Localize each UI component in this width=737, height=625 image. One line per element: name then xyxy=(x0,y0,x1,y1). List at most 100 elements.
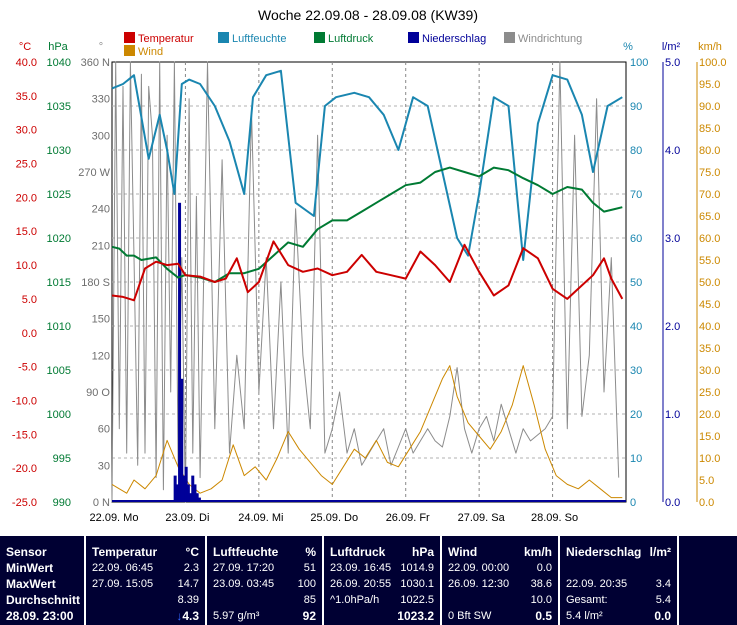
x-axis-labels: 22.09. Mo 23.09. Di 24.09. Mi 25.09. Do 26.0… xyxy=(90,512,579,524)
press-min-value: 1014.9 xyxy=(400,562,434,574)
tick-label-dir: 270 W xyxy=(78,167,110,179)
wind-column: Wind km/h 22.09. 00:00 0.0 26.09. 12:30 38.… xyxy=(442,536,560,625)
tick-label-hum: 0 xyxy=(630,497,636,509)
tick-label-hum: 20 xyxy=(630,409,642,421)
x-tick-label: 24.09. Mi xyxy=(238,512,283,524)
tick-label-press: 1010 xyxy=(47,321,71,333)
x-tick-label: 23.09. Di xyxy=(165,512,209,524)
tick-label-temp: 30.0 xyxy=(16,125,37,137)
tick-label-rain: 1.0 xyxy=(665,409,680,421)
legend-label-wind: Wind xyxy=(138,46,163,58)
humidity-column: Luftfeuchte% 27.09. 17:20 51 23.09. 03:45… xyxy=(207,536,324,625)
tick-label-press: 1020 xyxy=(47,233,71,245)
temp-min-value: 2.3 xyxy=(183,562,199,574)
hum-avg-value: 85 xyxy=(303,594,316,606)
tick-label-dir: 120 xyxy=(92,350,110,362)
rain-max-time: 22.09. 20:35 xyxy=(566,578,628,590)
hum-max-value: 100 xyxy=(297,578,316,590)
legend-swatch-luftdruck xyxy=(314,32,325,43)
tick-label-rain: 4.0 xyxy=(665,145,680,157)
tick-label-temp: 35.0 xyxy=(16,91,37,103)
tick-label-temp: -15.0 xyxy=(12,429,37,441)
x-tick-label: 25.09. Do xyxy=(310,512,358,524)
tick-label-wind: 5.0 xyxy=(699,475,714,487)
tick-label-wind: 20.0 xyxy=(699,409,720,421)
tick-label-dir: 300 xyxy=(92,130,110,142)
series-line-wind xyxy=(111,365,623,499)
tick-label-temp: -5.0 xyxy=(18,362,37,374)
rain-title: Niederschlag xyxy=(566,545,642,559)
legend-label-luftdruck: Luftdruck xyxy=(328,33,374,45)
pressure-column: Luftdruck hPa 23.09. 16:45 1014.9 26.09. 2… xyxy=(324,536,442,625)
x-tick-label: 28.09. So xyxy=(531,512,578,524)
wind-unit: km/h xyxy=(523,545,552,559)
weather-chart: Woche 22.09.08 - 28.09.08 (KW39) Tempera… xyxy=(12,7,727,524)
rain-bar xyxy=(173,475,177,502)
humidity-unit: % xyxy=(305,545,316,559)
wind-beaufort: 0 Bft SW xyxy=(448,610,492,622)
tick-label-dir: 60 xyxy=(98,424,110,436)
tick-label-wind: 90.0 xyxy=(699,101,720,113)
legend-label-windrichtung: Windrichtung xyxy=(518,33,582,45)
temp-min-time: 22.09. 06:45 xyxy=(92,562,154,574)
plot-area xyxy=(111,61,626,503)
tick-label-wind: 70.0 xyxy=(699,189,720,201)
tick-label-temp: 10.0 xyxy=(16,260,37,272)
pressure-title: Luftdruck xyxy=(330,545,386,559)
legend-swatch-wind xyxy=(124,45,135,56)
legend: Temperatur Wind Luftfeuchte Luftdruck Ni… xyxy=(124,32,582,58)
wind-title: Wind xyxy=(448,545,478,559)
series-line-windrichtung xyxy=(111,61,620,503)
tick-label-rain: 3.0 xyxy=(665,233,680,245)
rain-bar xyxy=(186,484,190,502)
wind-min-value: 0.0 xyxy=(536,562,552,574)
series-line-luftdruck xyxy=(111,166,623,283)
hum-max-time: 23.09. 03:45 xyxy=(213,578,275,590)
tick-label-press: 1035 xyxy=(47,101,71,113)
tick-label-temp: 20.0 xyxy=(16,192,37,204)
tick-label-hum: 70 xyxy=(630,189,642,201)
tick-label-dir: 0 N xyxy=(93,497,110,509)
press-max-value: 1030.1 xyxy=(400,578,434,590)
rain-unit: l/m² xyxy=(649,545,671,559)
sensor-column: Sensor MinWert MaxWert Durchschnitt 28.0… xyxy=(0,536,86,625)
temp-trend-arrow-icon: ↓ xyxy=(176,609,183,623)
tick-label-rain: 5.0 xyxy=(665,57,680,69)
unit-press: hPa xyxy=(48,41,68,53)
tick-label-dir: 360 N xyxy=(81,57,110,69)
tick-label-wind: 45.0 xyxy=(699,299,720,311)
tick-label-hum: 100 xyxy=(630,57,648,69)
maxwert-label: MaxWert xyxy=(6,577,56,591)
current-time: 28.09. 23:00 xyxy=(6,609,74,623)
temperature-unit: °C xyxy=(185,545,199,559)
tick-label-temp: 5.0 xyxy=(22,294,37,306)
legend-label-niederschlag: Niederschlag xyxy=(422,33,486,45)
chart-title: Woche 22.09.08 - 28.09.08 (KW39) xyxy=(258,7,478,23)
tick-label-temp: -10.0 xyxy=(12,395,37,407)
rain-rate: 5.4 l/m² xyxy=(566,610,603,622)
tick-label-hum: 80 xyxy=(630,145,642,157)
sensor-header: Sensor xyxy=(6,545,47,559)
tick-label-wind: 0.0 xyxy=(699,497,714,509)
rain-column: Niederschlag l/m² 22.09. 20:35 3.4 Gesamt:… xyxy=(560,536,679,625)
legend-swatch-luftfeuchte xyxy=(218,32,229,43)
rain-bar xyxy=(189,493,193,502)
tick-label-wind: 50.0 xyxy=(699,277,720,289)
rain-bar xyxy=(197,497,201,502)
tick-label-wind: 65.0 xyxy=(699,211,720,223)
pressure-unit: hPa xyxy=(411,545,434,559)
rain-bar xyxy=(182,475,186,502)
temp-current-value: 4.3 xyxy=(182,609,199,623)
press-avg-value: 1022.5 xyxy=(400,594,434,606)
tick-label-dir: 180 S xyxy=(81,277,110,289)
tick-label-wind: 40.0 xyxy=(699,321,720,333)
tick-label-dir: 90 O xyxy=(86,387,110,399)
unit-temp: °C xyxy=(19,41,31,53)
wind-min-time: 22.09. 00:00 xyxy=(448,562,510,574)
tick-label-wind: 100.0 xyxy=(699,57,727,69)
unit-dir: ° xyxy=(99,41,103,53)
wind-avg-value: 10.0 xyxy=(530,594,552,606)
tick-label-wind: 95.0 xyxy=(699,79,720,91)
rain-current-value: 0.0 xyxy=(654,609,671,623)
legend-label-luftfeuchte: Luftfeuchte xyxy=(232,33,286,45)
